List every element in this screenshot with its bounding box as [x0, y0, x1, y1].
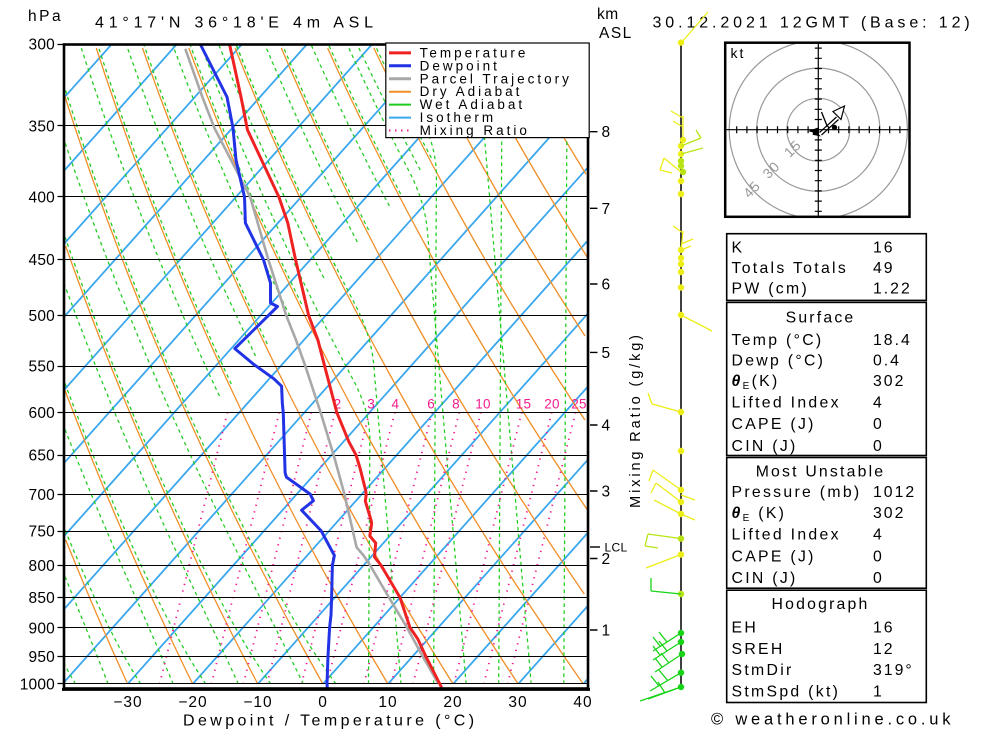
svg-text:1.22: 1.22 [873, 281, 912, 298]
svg-text:40: 40 [573, 694, 592, 711]
svg-text:PW (cm): PW (cm) [732, 281, 810, 298]
svg-text:−20: −20 [178, 694, 207, 711]
svg-text:1: 1 [873, 683, 884, 700]
svg-text:Most Unstable: Most Unstable [756, 464, 886, 481]
svg-text:3: 3 [367, 397, 375, 412]
svg-text:12: 12 [873, 641, 895, 658]
svg-text:Surface: Surface [786, 310, 856, 327]
svg-text:700: 700 [29, 487, 56, 504]
svg-text:7: 7 [602, 201, 611, 218]
svg-text:900: 900 [29, 621, 56, 638]
svg-text:Hodograph: Hodograph [772, 596, 870, 613]
svg-text:CAPE (J): CAPE (J) [732, 548, 816, 565]
svg-text:6: 6 [427, 397, 435, 412]
svg-text:49: 49 [873, 260, 895, 277]
svg-text:550: 550 [29, 359, 56, 376]
svg-text:Isotherm: Isotherm [420, 110, 497, 125]
svg-text:K: K [732, 239, 745, 256]
svg-text:8: 8 [452, 397, 460, 412]
svg-text:20: 20 [443, 694, 462, 711]
svg-text:© weatheronline.co.uk: © weatheronline.co.uk [711, 711, 954, 729]
svg-text:2: 2 [602, 551, 611, 568]
svg-text:−30: −30 [113, 694, 142, 711]
svg-text:θE (K): θE (K) [732, 505, 787, 524]
svg-text:4: 4 [391, 397, 399, 412]
svg-text:CAPE (J): CAPE (J) [732, 416, 816, 433]
svg-text:5: 5 [602, 345, 611, 362]
svg-text:41°17'N 36°18'E 4m ASL: 41°17'N 36°18'E 4m ASL [95, 15, 378, 32]
svg-text:1: 1 [602, 623, 611, 640]
svg-text:30: 30 [508, 694, 527, 711]
svg-text:16: 16 [873, 619, 895, 636]
svg-text:Temp (°C): Temp (°C) [732, 332, 824, 349]
svg-text:302: 302 [873, 373, 905, 390]
svg-text:Temperature: Temperature [420, 45, 529, 60]
svg-text:kt: kt [731, 45, 746, 61]
svg-text:Dewpoint: Dewpoint [420, 58, 500, 73]
svg-text:4: 4 [873, 526, 884, 543]
svg-text:CIN (J): CIN (J) [732, 438, 798, 455]
svg-text:500: 500 [29, 308, 56, 325]
svg-text:30.12.2021 12GMT (Base: 12): 30.12.2021 12GMT (Base: 12) [653, 15, 974, 32]
svg-text:300: 300 [29, 37, 56, 54]
svg-text:hPa: hPa [28, 8, 63, 25]
svg-text:3: 3 [602, 484, 611, 501]
svg-text:−10: −10 [243, 694, 272, 711]
svg-text:StmSpd (kt): StmSpd (kt) [732, 683, 841, 700]
svg-text:Mixing Ratio: Mixing Ratio [420, 123, 530, 138]
svg-text:0: 0 [873, 438, 884, 455]
svg-text:8: 8 [602, 124, 611, 141]
svg-text:850: 850 [29, 590, 56, 607]
svg-text:350: 350 [29, 118, 56, 135]
svg-text:ASL: ASL [599, 25, 633, 42]
svg-text:Mixing Ratio (g/kg): Mixing Ratio (g/kg) [628, 332, 644, 508]
svg-text:CIN (J): CIN (J) [732, 570, 798, 587]
svg-text:4: 4 [873, 395, 884, 412]
svg-text:Totals Totals: Totals Totals [732, 260, 849, 277]
svg-text:Parcel Trajectory: Parcel Trajectory [420, 71, 572, 86]
svg-text:Dewpoint / Temperature (°C): Dewpoint / Temperature (°C) [183, 713, 477, 730]
svg-text:EH: EH [732, 619, 759, 636]
svg-text:20: 20 [544, 397, 560, 412]
svg-text:4: 4 [602, 418, 611, 435]
svg-text:LCL: LCL [605, 541, 628, 555]
svg-text:25: 25 [571, 397, 587, 412]
svg-text:1000: 1000 [20, 677, 55, 694]
svg-text:302: 302 [873, 505, 905, 522]
svg-text:SREH: SREH [732, 641, 785, 658]
svg-text:Dewp (°C): Dewp (°C) [732, 353, 826, 370]
svg-text:800: 800 [29, 558, 56, 575]
svg-text:0: 0 [873, 570, 884, 587]
svg-text:0: 0 [873, 548, 884, 565]
svg-text:16: 16 [873, 239, 895, 256]
svg-text:Wet Adiabat: Wet Adiabat [420, 97, 526, 112]
svg-text:750: 750 [29, 524, 56, 541]
svg-text:0.4: 0.4 [873, 353, 901, 370]
svg-text:km: km [597, 6, 619, 23]
svg-text:400: 400 [29, 189, 56, 206]
svg-text:Lifted Index: Lifted Index [732, 395, 841, 412]
svg-text:Pressure (mb): Pressure (mb) [732, 484, 862, 501]
svg-text:2: 2 [334, 397, 342, 412]
svg-text:650: 650 [29, 448, 56, 465]
svg-text:0: 0 [318, 694, 328, 711]
svg-text:StmDir: StmDir [732, 662, 794, 679]
svg-text:1012: 1012 [873, 484, 916, 501]
svg-text:319°: 319° [873, 662, 914, 679]
svg-text:θE(K): θE(K) [732, 373, 780, 392]
svg-text:950: 950 [29, 649, 56, 666]
svg-text:600: 600 [29, 405, 56, 422]
svg-text:18.4: 18.4 [873, 332, 912, 349]
svg-text:10: 10 [378, 694, 397, 711]
svg-text:450: 450 [29, 252, 56, 269]
svg-text:15: 15 [516, 397, 532, 412]
svg-text:Dry Adiabat: Dry Adiabat [420, 84, 523, 99]
svg-text:6: 6 [602, 277, 611, 294]
svg-text:0: 0 [873, 416, 884, 433]
svg-text:10: 10 [475, 397, 491, 412]
svg-text:Lifted Index: Lifted Index [732, 526, 841, 543]
